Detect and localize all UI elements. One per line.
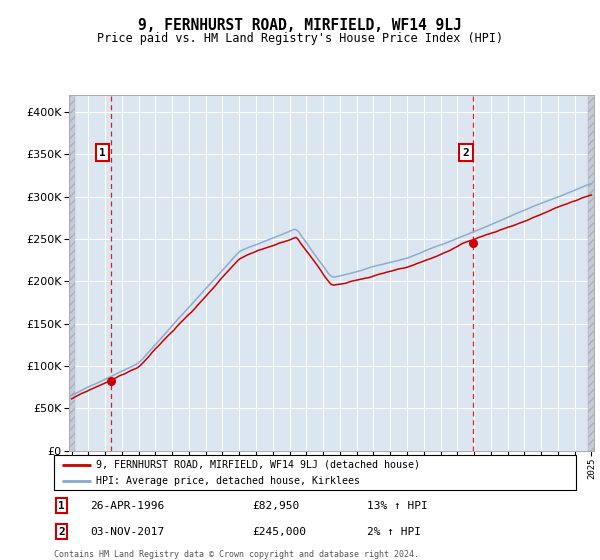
Text: 2% ↑ HPI: 2% ↑ HPI bbox=[367, 526, 421, 536]
Text: 03-NOV-2017: 03-NOV-2017 bbox=[91, 526, 165, 536]
Text: Price paid vs. HM Land Registry's House Price Index (HPI): Price paid vs. HM Land Registry's House … bbox=[97, 32, 503, 45]
Text: HPI: Average price, detached house, Kirklees: HPI: Average price, detached house, Kirk… bbox=[96, 475, 360, 486]
Text: 2: 2 bbox=[58, 526, 65, 536]
Text: 13% ↑ HPI: 13% ↑ HPI bbox=[367, 501, 428, 511]
Text: 2: 2 bbox=[463, 148, 469, 158]
Text: Contains HM Land Registry data © Crown copyright and database right 2024.
This d: Contains HM Land Registry data © Crown c… bbox=[54, 550, 419, 560]
Text: 9, FERNHURST ROAD, MIRFIELD, WF14 9LJ: 9, FERNHURST ROAD, MIRFIELD, WF14 9LJ bbox=[138, 18, 462, 33]
Text: 26-APR-1996: 26-APR-1996 bbox=[91, 501, 165, 511]
Text: £82,950: £82,950 bbox=[253, 501, 299, 511]
Text: 1: 1 bbox=[58, 501, 65, 511]
Text: 9, FERNHURST ROAD, MIRFIELD, WF14 9LJ (detached house): 9, FERNHURST ROAD, MIRFIELD, WF14 9LJ (d… bbox=[96, 460, 420, 470]
Text: 1: 1 bbox=[99, 148, 106, 158]
FancyBboxPatch shape bbox=[54, 455, 576, 490]
Text: £245,000: £245,000 bbox=[253, 526, 307, 536]
